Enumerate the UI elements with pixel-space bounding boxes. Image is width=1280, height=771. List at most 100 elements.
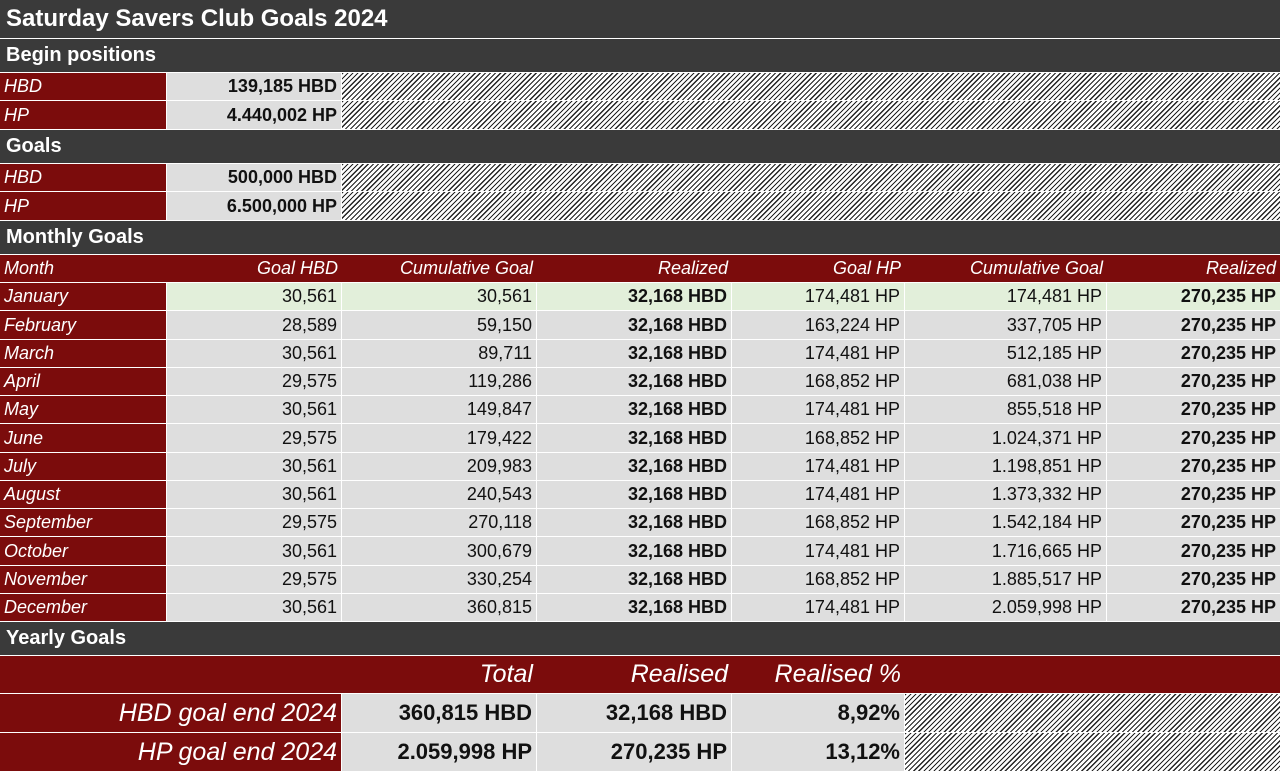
cell-cumulative-hbd: 30,561 — [342, 283, 537, 310]
begin-row-hbd: HBD 139,185 HBD — [0, 73, 1280, 101]
cell-realized-hbd: 32,168 HBD — [537, 537, 732, 565]
yearly-realised-hp: 270,235 HP — [537, 733, 732, 771]
yearly-realised-hbd: 32,168 HBD — [537, 694, 732, 732]
goals-heading-row: Goals — [0, 130, 1280, 164]
cell-cumulative-hp: 174,481 HP — [905, 283, 1107, 310]
cell-month: October — [0, 537, 167, 565]
yearly-label-hbd: HBD goal end 2024 — [0, 694, 342, 732]
cell-realized-hp: 270,235 HP — [1107, 424, 1280, 452]
table-row: May 30,561 149,847 32,168 HBD 174,481 HP 855,… — [0, 396, 1280, 424]
cell-realized-hp: 270,235 HP — [1107, 509, 1280, 536]
cell-goal-hbd: 29,575 — [167, 424, 342, 452]
cell-cumulative-hbd: 330,254 — [342, 566, 537, 593]
cell-month: February — [0, 311, 167, 339]
cell-cumulative-hp: 1.198,851 HP — [905, 453, 1107, 480]
cell-goal-hp: 168,852 HP — [732, 566, 905, 593]
cell-cumulative-hbd: 360,815 — [342, 594, 537, 621]
cell-realized-hp: 270,235 HP — [1107, 311, 1280, 339]
cell-cumulative-hbd: 270,118 — [342, 509, 537, 536]
yearly-row-hbd: HBD goal end 2024 360,815 HBD 32,168 HBD… — [0, 694, 1280, 733]
monthly-header-row: Month Goal HBD Cumulative Goal Realized … — [0, 255, 1280, 283]
col-header-realized-hbd: Realized — [537, 255, 732, 282]
cell-cumulative-hbd: 300,679 — [342, 537, 537, 565]
cell-cumulative-hbd: 59,150 — [342, 311, 537, 339]
cell-goal-hp: 174,481 HP — [732, 594, 905, 621]
yearly-col-realised: Realised — [537, 656, 732, 693]
cell-realized-hbd: 32,168 HBD — [537, 481, 732, 508]
cell-cumulative-hp: 855,518 HP — [905, 396, 1107, 423]
cell-month: May — [0, 396, 167, 423]
yearly-heading: Yearly Goals — [0, 622, 1280, 655]
cell-month: November — [0, 566, 167, 593]
cell-realized-hbd: 32,168 HBD — [537, 283, 732, 310]
col-header-month: Month — [0, 255, 167, 282]
hatched-area — [342, 164, 1280, 191]
cell-month: July — [0, 453, 167, 480]
yearly-total-hp: 2.059,998 HP — [342, 733, 537, 771]
cell-goal-hp: 174,481 HP — [732, 340, 905, 367]
cell-cumulative-hbd: 240,543 — [342, 481, 537, 508]
cell-month: March — [0, 340, 167, 367]
cell-month: January — [0, 283, 167, 310]
cell-realized-hbd: 32,168 HBD — [537, 311, 732, 339]
cell-goal-hbd: 30,561 — [167, 481, 342, 508]
cell-goal-hbd: 30,561 — [167, 537, 342, 565]
col-header-cumulative-hbd: Cumulative Goal — [342, 255, 537, 282]
cell-cumulative-hp: 1.024,371 HP — [905, 424, 1107, 452]
cell-cumulative-hbd: 89,711 — [342, 340, 537, 367]
cell-goal-hp: 174,481 HP — [732, 537, 905, 565]
sheet-title: Saturday Savers Club Goals 2024 — [0, 0, 1280, 38]
cell-goal-hbd: 30,561 — [167, 396, 342, 423]
col-header-goal-hp: Goal HP — [732, 255, 905, 282]
table-row: April 29,575 119,286 32,168 HBD 168,852 HP 68… — [0, 368, 1280, 396]
cell-goal-hbd: 30,561 — [167, 283, 342, 310]
cell-goal-hp: 174,481 HP — [732, 453, 905, 480]
hatched-area — [342, 192, 1280, 220]
cell-realized-hp: 270,235 HP — [1107, 481, 1280, 508]
goals-row-hbd: HBD 500,000 HBD — [0, 164, 1280, 192]
yearly-header-fill — [905, 656, 1280, 693]
cell-goal-hbd: 30,561 — [167, 453, 342, 480]
table-row: December 30,561 360,815 32,168 HBD 174,481 H… — [0, 594, 1280, 622]
cell-cumulative-hp: 512,185 HP — [905, 340, 1107, 367]
goals-row-hp: HP 6.500,000 HP — [0, 192, 1280, 221]
cell-cumulative-hp: 681,038 HP — [905, 368, 1107, 395]
cell-goal-hbd: 30,561 — [167, 340, 342, 367]
goals-value-hbd: 500,000 HBD — [167, 164, 342, 191]
cell-realized-hp: 270,235 HP — [1107, 594, 1280, 621]
cell-goal-hbd: 29,575 — [167, 566, 342, 593]
yearly-pct-hp: 13,12% — [732, 733, 905, 771]
cell-realized-hbd: 32,168 HBD — [537, 340, 732, 367]
monthly-heading-row: Monthly Goals — [0, 221, 1280, 255]
goals-label-hp: HP — [0, 192, 167, 220]
cell-realized-hp: 270,235 HP — [1107, 340, 1280, 367]
cell-realized-hp: 270,235 HP — [1107, 368, 1280, 395]
yearly-heading-row: Yearly Goals — [0, 622, 1280, 656]
cell-realized-hp: 270,235 HP — [1107, 537, 1280, 565]
begin-label-hp: HP — [0, 101, 167, 129]
begin-value-hp: 4.440,002 HP — [167, 101, 342, 129]
table-row: January 30,561 30,561 32,168 HBD 174,481 HP 1… — [0, 283, 1280, 311]
cell-realized-hbd: 32,168 HBD — [537, 396, 732, 423]
cell-realized-hbd: 32,168 HBD — [537, 453, 732, 480]
cell-cumulative-hp: 1.542,184 HP — [905, 509, 1107, 536]
yearly-col-realised-pct: Realised % — [732, 656, 905, 693]
cell-month: September — [0, 509, 167, 536]
cell-realized-hbd: 32,168 HBD — [537, 424, 732, 452]
cell-goal-hp: 174,481 HP — [732, 481, 905, 508]
cell-realized-hp: 270,235 HP — [1107, 566, 1280, 593]
cell-goal-hp: 174,481 HP — [732, 283, 905, 310]
cell-realized-hbd: 32,168 HBD — [537, 566, 732, 593]
yearly-header-row: Total Realised Realised % — [0, 656, 1280, 694]
cell-month: April — [0, 368, 167, 395]
yearly-header-blank — [0, 656, 342, 693]
begin-label-hbd: HBD — [0, 73, 167, 100]
col-header-goal-hbd: Goal HBD — [167, 255, 342, 282]
cell-cumulative-hbd: 149,847 — [342, 396, 537, 423]
begin-row-hp: HP 4.440,002 HP — [0, 101, 1280, 130]
yearly-row-hp: HP goal end 2024 2.059,998 HP 270,235 HP… — [0, 733, 1280, 771]
hatched-area — [342, 101, 1280, 129]
cell-goal-hp: 168,852 HP — [732, 424, 905, 452]
col-header-cumulative-hp: Cumulative Goal — [905, 255, 1107, 282]
